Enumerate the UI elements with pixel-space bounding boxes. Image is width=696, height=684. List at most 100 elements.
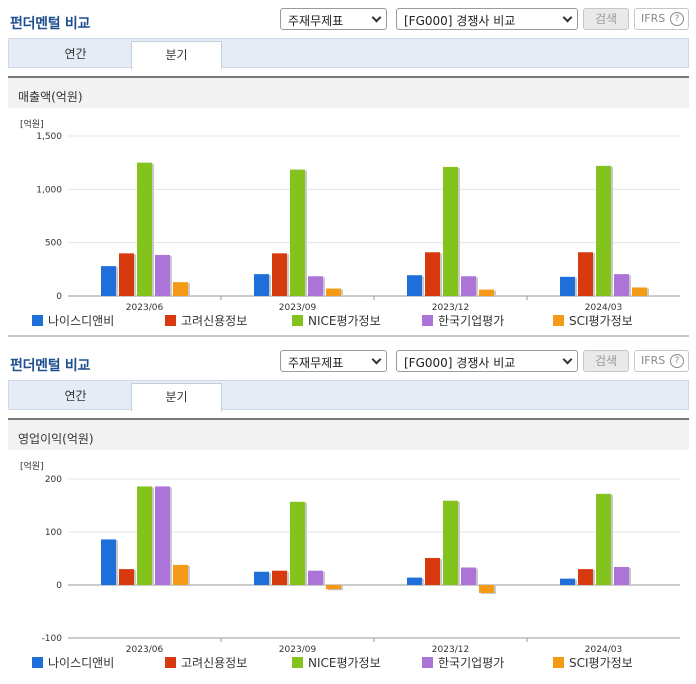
bar[interactable] bbox=[155, 254, 170, 296]
x-tick-label: 2024/03 bbox=[585, 303, 622, 313]
tab-annual[interactable]: 연간 bbox=[64, 389, 87, 403]
bar[interactable] bbox=[443, 166, 458, 296]
bar[interactable] bbox=[407, 275, 422, 296]
help-icon[interactable]: ? bbox=[670, 12, 684, 26]
statement-type-select[interactable]: 주재무제표 bbox=[280, 8, 387, 30]
legend-swatch bbox=[422, 315, 433, 326]
tab-quarterly[interactable]: 분기 bbox=[131, 383, 222, 412]
legend-label: 나이스디앤비 bbox=[48, 314, 115, 328]
legend-label: 고려신용정보 bbox=[181, 656, 248, 670]
legend-label: NICE평가정보 bbox=[308, 656, 381, 670]
period-tabs: 연간 분기 bbox=[8, 380, 689, 412]
chart-header bbox=[8, 420, 689, 450]
x-tick-label: 2023/06 bbox=[126, 303, 164, 313]
x-tick-label: 2023/09 bbox=[279, 645, 317, 655]
bar[interactable] bbox=[119, 253, 134, 296]
legend-label: NICE평가정보 bbox=[308, 314, 381, 328]
x-tick-label: 2023/06 bbox=[126, 645, 164, 655]
y-tick-label: 0 bbox=[56, 292, 62, 302]
legend-label: 한국기업평가 bbox=[438, 656, 505, 670]
y-tick-label: 100 bbox=[45, 528, 62, 538]
legend-label: 나이스디앤비 bbox=[48, 656, 115, 670]
bar[interactable] bbox=[173, 564, 188, 585]
y-axis-unit: [억원] bbox=[20, 462, 44, 472]
ifrs-button[interactable]: IFRS? bbox=[634, 8, 689, 30]
bar[interactable] bbox=[101, 539, 116, 585]
bar[interactable] bbox=[596, 165, 611, 296]
bar[interactable] bbox=[479, 585, 494, 593]
ifrs-label: IFRS bbox=[641, 12, 666, 25]
bar[interactable] bbox=[290, 169, 305, 296]
bar[interactable] bbox=[407, 577, 422, 585]
x-tick-label: 2023/09 bbox=[279, 303, 317, 313]
search-button[interactable]: 검색 bbox=[583, 350, 629, 372]
legend-label: SCI평가정보 bbox=[569, 656, 633, 670]
bar[interactable] bbox=[290, 501, 305, 585]
bar[interactable] bbox=[254, 571, 269, 585]
select-value: [FG000] 경쟁사 비교 bbox=[404, 356, 516, 370]
bar[interactable] bbox=[461, 567, 476, 585]
legend-label: 고려신용정보 bbox=[181, 314, 248, 328]
x-tick-label: 2023/12 bbox=[432, 303, 469, 313]
bar[interactable] bbox=[578, 569, 593, 585]
bar[interactable] bbox=[254, 274, 269, 296]
ifrs-button[interactable]: IFRS? bbox=[634, 350, 689, 372]
bar[interactable] bbox=[308, 570, 323, 585]
legend-swatch bbox=[165, 657, 176, 668]
bar[interactable] bbox=[443, 500, 458, 585]
legend-swatch bbox=[165, 315, 176, 326]
search-button[interactable]: 검색 bbox=[583, 8, 629, 30]
bar[interactable] bbox=[155, 486, 170, 585]
x-tick-label: 2024/03 bbox=[585, 645, 622, 655]
bar[interactable] bbox=[461, 276, 476, 296]
peer-group-select[interactable]: [FG000] 경쟁사 비교 bbox=[396, 8, 578, 30]
bar[interactable] bbox=[632, 287, 647, 296]
bar[interactable] bbox=[272, 253, 287, 296]
x-tick-label: 2023/12 bbox=[432, 645, 469, 655]
legend-swatch bbox=[553, 657, 564, 668]
y-tick-label: -100 bbox=[42, 634, 63, 644]
bar[interactable] bbox=[119, 569, 134, 585]
legend-swatch bbox=[292, 657, 303, 668]
legend-swatch bbox=[422, 657, 433, 668]
section-title: 펀더멘털 비교 bbox=[10, 358, 91, 374]
revenue-panel: 펀더멘털 비교 주재무제표 [FG000] 경쟁사 비교 검색 IFRS? 연간… bbox=[8, 8, 692, 337]
bar[interactable] bbox=[173, 282, 188, 296]
bar[interactable] bbox=[425, 557, 440, 585]
bar[interactable] bbox=[326, 288, 341, 296]
bar[interactable] bbox=[326, 585, 341, 590]
chart-legend: 나이스디앤비 고려신용정보 NICE평가정보 한국기업평가 SCI평가정보 bbox=[32, 312, 692, 328]
bar[interactable] bbox=[101, 266, 116, 296]
legend-swatch bbox=[553, 315, 564, 326]
statement-type-select[interactable]: 주재무제표 bbox=[280, 350, 387, 372]
legend-swatch bbox=[32, 657, 43, 668]
bar[interactable] bbox=[578, 252, 593, 296]
bar[interactable] bbox=[479, 289, 494, 296]
bar[interactable] bbox=[137, 486, 152, 585]
legend-swatch bbox=[32, 315, 43, 326]
y-tick-label: 200 bbox=[45, 475, 62, 485]
bar[interactable] bbox=[137, 162, 152, 296]
tab-annual[interactable]: 연간 bbox=[64, 47, 87, 61]
section-title: 펀더멘털 비교 bbox=[10, 16, 91, 32]
legend-swatch bbox=[292, 315, 303, 326]
operating-profit-panel: 펀더멘털 비교 주재무제표 [FG000] 경쟁사 비교 검색 IFRS? 연간… bbox=[0, 342, 696, 684]
divider bbox=[8, 335, 689, 337]
peer-group-select[interactable]: [FG000] 경쟁사 비교 bbox=[396, 350, 578, 372]
bar[interactable] bbox=[596, 493, 611, 585]
chart-legend: 나이스디앤비 고려신용정보 NICE평가정보 한국기업평가 SCI평가정보 bbox=[32, 654, 692, 670]
y-tick-label: 500 bbox=[45, 239, 62, 249]
bar[interactable] bbox=[308, 276, 323, 296]
chart-title: 영업이익(억원) bbox=[18, 432, 94, 446]
bar[interactable] bbox=[560, 276, 575, 296]
bar[interactable] bbox=[425, 252, 440, 296]
bar[interactable] bbox=[560, 578, 575, 585]
bar[interactable] bbox=[614, 274, 629, 296]
bar[interactable] bbox=[614, 566, 629, 585]
chart-title: 매출액(억원) bbox=[18, 90, 83, 104]
help-icon[interactable]: ? bbox=[670, 354, 684, 368]
legend-label: SCI평가정보 bbox=[569, 314, 633, 328]
tab-quarterly[interactable]: 분기 bbox=[131, 41, 222, 70]
bar[interactable] bbox=[272, 570, 287, 585]
operating-profit-chart: -100 0 100 200 2023/06 2023/09 2023/12 2024/03 bbox=[42, 475, 680, 655]
